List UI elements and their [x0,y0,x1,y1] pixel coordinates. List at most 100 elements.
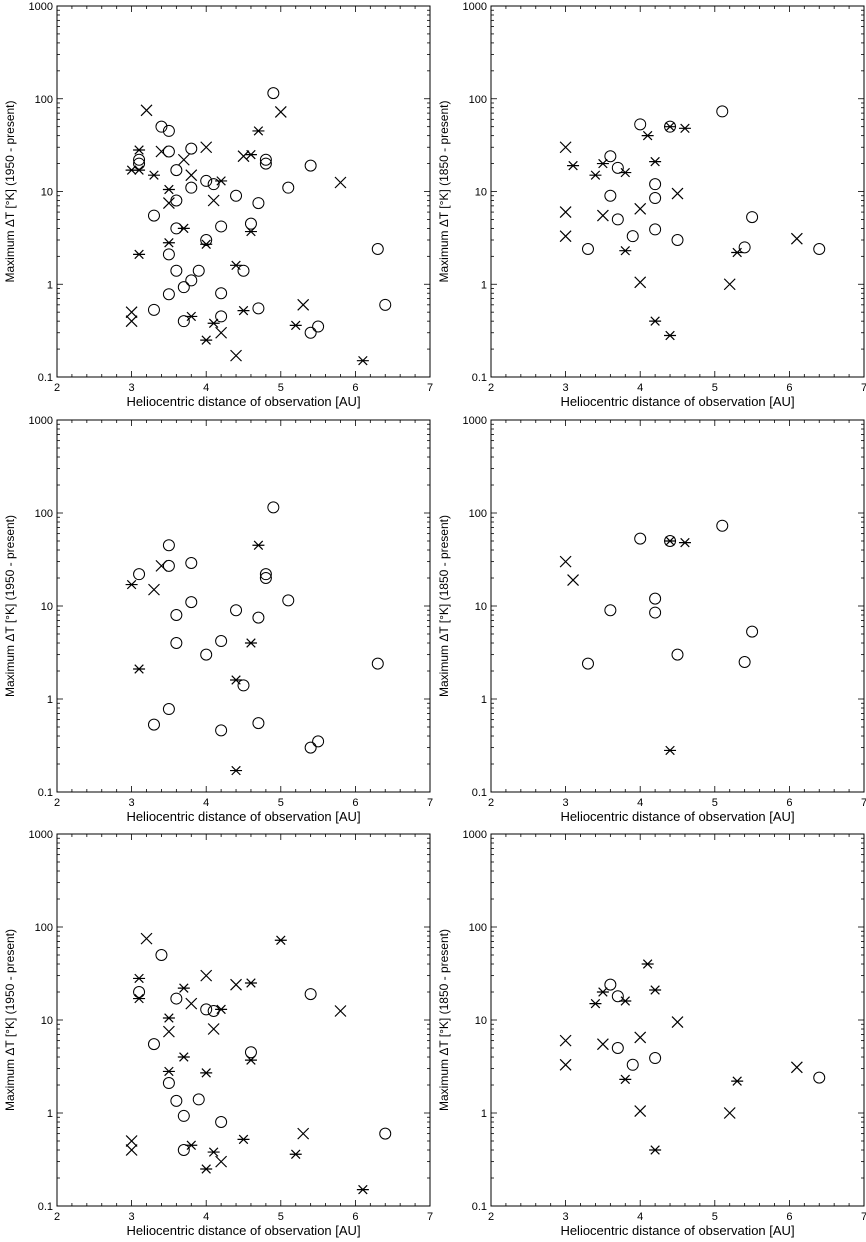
x-tick-label: 7 [427,797,433,809]
chart-panel-1: 2 3 4 5 6 7 0.1 1 10 100 1000 Heliocentric distance… [3,1,433,409]
asterisk-marker [177,1052,190,1062]
circle-marker [207,178,220,191]
plot-frame [56,833,431,1207]
asterisk-marker [274,935,287,945]
asterisk-marker [678,123,691,134]
x-tick-label: 3 [563,382,569,394]
x-tick-label: 2 [488,382,494,394]
x-marker [634,202,647,215]
x-marker [230,978,242,991]
asterisk-marker [162,238,175,248]
y-tick-label: 1000 [29,829,53,841]
asterisk-marker [237,1134,250,1145]
asterisk-marker [177,983,190,993]
circle-marker [155,120,168,133]
x-tick-label: 5 [278,382,284,394]
x-marker [155,145,168,158]
y-tick-label: 100 [469,922,487,934]
x-tick-label: 7 [427,382,433,394]
plot-frame [56,5,431,378]
x-marker [274,106,287,118]
circle-marker [746,211,759,224]
circle-marker [162,559,175,572]
circle-marker [133,157,146,170]
circle-marker [200,174,213,187]
chart-panel-6: 2 3 4 5 6 7 0.1 1 10 100 1000 Heliocentric distance… [437,829,866,1238]
x-tick-label: 6 [786,382,792,394]
x-tick-label: 7 [861,382,866,394]
circle-marker [671,233,684,246]
circle-marker [716,519,729,532]
circle-marker [746,625,759,638]
x-marker [125,306,138,319]
circle-marker [267,501,280,514]
y-tick-label: 100 [469,508,487,520]
circle-marker [604,150,617,163]
circle-marker [371,242,384,255]
x-marker [334,1005,347,1017]
x-marker [634,1031,647,1044]
circle-marker [162,703,175,716]
asterisk-marker [289,1149,302,1159]
circle-marker [716,105,729,118]
x-axis-label: Heliocentric distance of observation [AU… [560,394,794,409]
circle-marker [162,1077,175,1090]
asterisk-marker [649,985,662,995]
x-tick-label: 5 [278,1211,284,1223]
asterisk-marker [133,249,146,260]
asterisk-marker [162,1013,175,1023]
circle-marker [162,288,175,301]
asterisk-marker [215,1004,228,1015]
circle-marker [252,717,265,730]
asterisk-marker [664,536,677,546]
asterisk-marker [589,170,602,180]
circle-marker [155,948,168,961]
circle-marker [611,990,624,1003]
x-marker [125,1144,138,1156]
circle-marker [230,604,243,617]
x-marker [559,230,572,243]
x-tick-label: 2 [54,382,60,394]
circle-marker [379,298,392,311]
circle-marker [604,978,617,991]
circle-marker [304,741,317,754]
circle-marker [611,1041,624,1054]
circle-marker [634,118,647,131]
x-marker [723,278,736,291]
x-marker [567,574,579,587]
asterisk-marker [200,239,213,249]
x-tick-label: 5 [278,797,284,809]
circle-marker [170,637,183,650]
x-marker [200,141,213,154]
circle-marker [170,264,183,277]
asterisk-marker [664,745,677,756]
circle-marker [312,320,325,333]
asterisk-marker [133,165,146,175]
asterisk-marker [230,675,243,685]
circle-marker [312,735,325,748]
x-marker [162,197,175,210]
y-axis-label: Maximum ΔT [°K] (1850 - present) [437,515,451,697]
x-tick-label: 6 [352,1211,358,1223]
circle-marker [649,592,662,605]
x-marker [723,1107,736,1119]
circle-marker [207,1004,220,1017]
asterisk-marker [244,978,257,988]
asterisk-marker [252,540,265,550]
x-marker [297,298,310,311]
circle-marker [252,197,265,210]
x-tick-label: 4 [637,382,643,394]
x-axis-label: Heliocentric distance of observation [AU… [126,394,360,409]
circle-marker [611,161,624,174]
y-tick-label: 10 [475,187,487,199]
x-marker [140,932,153,945]
asterisk-marker [649,1145,662,1155]
y-tick-label: 10 [41,1015,53,1027]
x-marker [177,153,190,166]
x-tick-label: 5 [712,382,718,394]
y-tick-label: 10 [41,187,53,199]
circle-marker [581,657,594,670]
asterisk-marker [589,998,602,1009]
y-tick-label: 0.1 [472,372,487,384]
x-marker [125,315,138,328]
